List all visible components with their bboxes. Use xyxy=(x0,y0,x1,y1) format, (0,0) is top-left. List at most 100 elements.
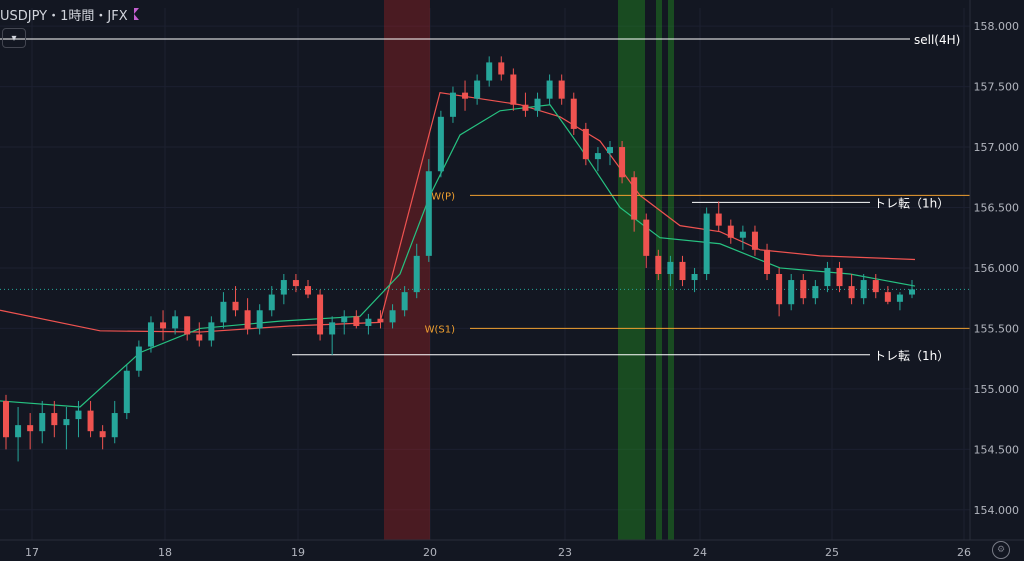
candle-body xyxy=(449,92,456,117)
candle-body xyxy=(111,413,118,438)
candle-body xyxy=(619,147,626,178)
candle-body xyxy=(365,318,372,326)
chart-title: USDJPY・1時間・JFX xyxy=(0,8,128,24)
candle-body xyxy=(522,104,529,111)
y-tick-label: 157.000 xyxy=(974,141,1020,154)
candle-body xyxy=(87,410,94,432)
candle-body xyxy=(691,274,698,281)
candle-body xyxy=(848,286,855,299)
candle-body xyxy=(703,213,710,274)
green-zone xyxy=(618,0,645,540)
candle-body xyxy=(317,294,324,335)
y-tick-label: 156.000 xyxy=(974,262,1020,275)
price-axis-bg xyxy=(970,0,1024,561)
gear-icon[interactable]: ⚙ xyxy=(992,541,1010,559)
pivot-label: W(S1) xyxy=(425,324,455,335)
candle-body xyxy=(172,316,179,329)
candle-body xyxy=(546,80,553,99)
candle-body xyxy=(389,310,396,323)
candle-body xyxy=(643,219,650,256)
x-tick-label: 18 xyxy=(158,546,172,559)
candle-body xyxy=(208,322,215,341)
candle-body xyxy=(884,292,891,302)
x-tick-label: 26 xyxy=(957,546,971,559)
candle-body xyxy=(99,431,106,438)
ma-fast-line xyxy=(0,91,916,333)
candle-body xyxy=(123,370,130,414)
candle-body xyxy=(486,62,493,81)
red-zone xyxy=(384,0,430,540)
price-axis: 154.000 154.500 155.000 155.500 156.000 156.5… xyxy=(969,0,1024,561)
candle-body xyxy=(377,318,384,323)
candle-body xyxy=(788,280,795,305)
candle-body xyxy=(558,80,565,99)
candle-body xyxy=(329,322,336,335)
candle-body xyxy=(244,310,251,329)
level-label: トレ転（1h） xyxy=(874,196,949,210)
candle-body xyxy=(667,261,674,274)
candle-body xyxy=(860,280,867,299)
candle-body xyxy=(3,400,9,438)
candle-body xyxy=(498,62,505,75)
candle-body xyxy=(800,280,807,299)
candle-body xyxy=(353,316,360,326)
candle-body xyxy=(280,280,287,295)
candle-body xyxy=(268,294,275,311)
candle-body xyxy=(474,80,481,99)
candle-body xyxy=(135,346,142,371)
candle-body xyxy=(727,225,734,238)
candle-body xyxy=(196,334,203,341)
x-tick-label: 25 xyxy=(825,546,839,559)
candle-body xyxy=(413,255,420,293)
candle-body xyxy=(812,286,819,299)
candle-body xyxy=(909,289,915,295)
candle-body xyxy=(594,153,601,160)
candles xyxy=(3,56,915,462)
candle-body xyxy=(256,310,263,329)
grid xyxy=(0,8,970,540)
candle-body xyxy=(631,177,638,220)
candle-body xyxy=(607,147,613,154)
candle-body xyxy=(655,255,662,274)
candle-body xyxy=(184,316,191,335)
candle-body xyxy=(292,280,299,287)
level-label: トレ転（1h） xyxy=(874,349,949,363)
candle-body xyxy=(534,98,541,111)
level-label: sell(4H) xyxy=(914,33,960,47)
candle-body xyxy=(836,267,843,287)
flag-icon[interactable] xyxy=(133,8,139,20)
candle-body xyxy=(305,286,311,295)
y-tick-label: 156.500 xyxy=(974,202,1020,215)
candle-body xyxy=(715,213,722,226)
y-tick-label: 154.500 xyxy=(974,443,1020,456)
candle-body xyxy=(39,413,46,432)
y-tick-label: 155.500 xyxy=(974,322,1020,335)
y-tick-label: 157.500 xyxy=(974,81,1020,94)
candle-body xyxy=(15,425,22,438)
x-tick-label: 20 xyxy=(423,546,437,559)
candle-body xyxy=(341,316,348,323)
candle-body xyxy=(764,249,771,274)
candle-body xyxy=(425,171,432,256)
pivot-label: W(P) xyxy=(431,191,455,202)
candle-body xyxy=(872,280,879,293)
candle-body xyxy=(896,294,903,302)
candle-body xyxy=(570,98,577,129)
y-tick-label: 158.000 xyxy=(974,20,1020,33)
candle-body xyxy=(462,92,469,99)
time-axis: 17 18 19 20 23 24 25 26 xyxy=(0,539,1024,559)
chevron-down-icon[interactable]: ▾ xyxy=(2,28,26,48)
candle-body xyxy=(679,261,686,281)
shaded-zones xyxy=(384,0,674,540)
candle-body xyxy=(51,413,58,426)
candle-body xyxy=(824,267,831,287)
candle-body xyxy=(63,419,70,426)
candle-body xyxy=(232,301,239,311)
candle-body xyxy=(160,322,167,329)
y-tick-label: 154.000 xyxy=(974,504,1020,517)
y-tick-label: 155.000 xyxy=(974,383,1020,396)
candle-body xyxy=(27,425,34,432)
candle-body xyxy=(739,231,746,238)
candle-body xyxy=(776,274,783,305)
